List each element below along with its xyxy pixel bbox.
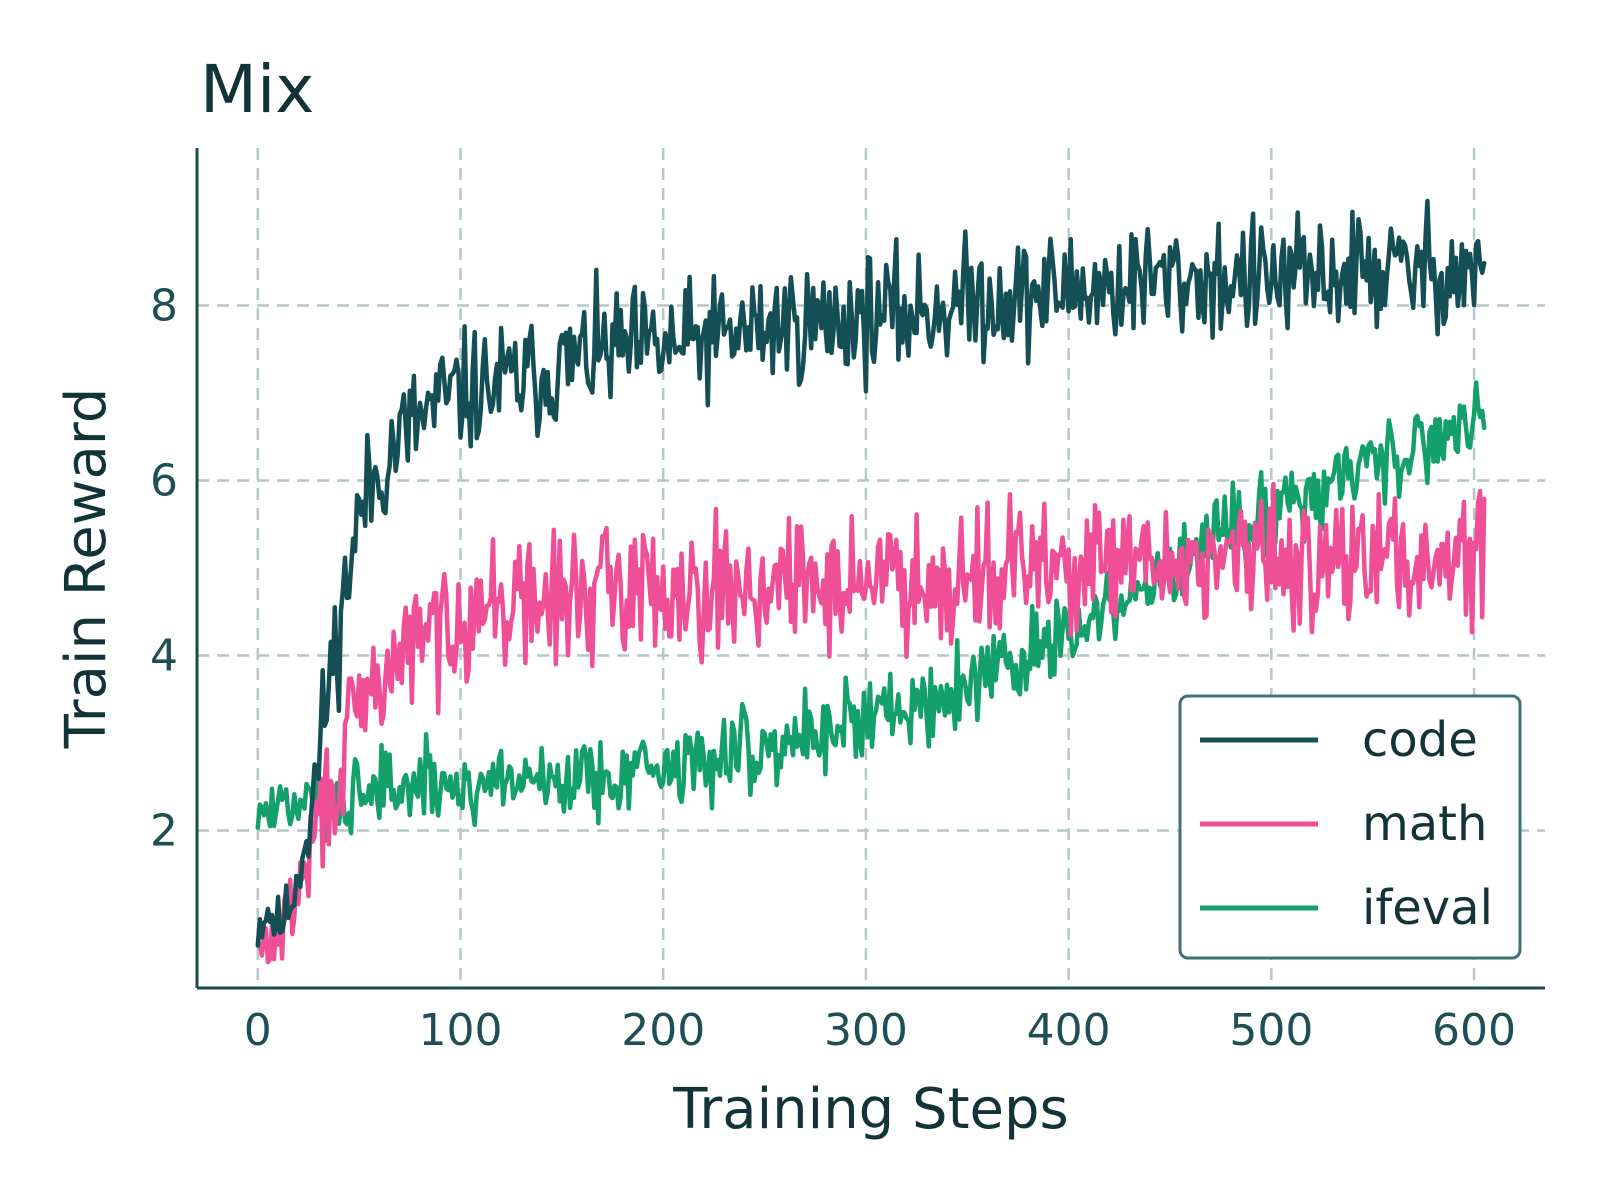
x-tick-label: 600: [1432, 1005, 1516, 1056]
series-line-math: [255, 482, 1487, 965]
chart-title: Mix: [200, 51, 314, 128]
y-tick-label: 2: [150, 806, 178, 857]
y-axis-label: Train Reward: [54, 388, 119, 750]
x-tick-label: 400: [1027, 1005, 1111, 1056]
x-tick-labels: 0 100 200 300 400 500 600: [244, 1005, 1516, 1056]
x-tick-label: 0: [244, 1005, 272, 1056]
legend-label-ifeval: ifeval: [1362, 880, 1493, 936]
series-line-code: [255, 198, 1487, 948]
y-tick-label: 8: [150, 281, 178, 332]
y-tick-labels: 2 4 6 8: [150, 281, 178, 857]
y-tick-label: 6: [150, 456, 178, 507]
series-lines: [255, 198, 1487, 965]
x-tick-label: 200: [621, 1005, 705, 1056]
y-tick-label: 4: [150, 631, 178, 682]
x-tick-label: 300: [824, 1005, 908, 1056]
legend-label-math: math: [1362, 796, 1487, 852]
legend-label-code: code: [1362, 712, 1478, 768]
x-axis-label: Training Steps: [672, 1077, 1068, 1142]
legend-frame: [1178, 694, 1522, 960]
series-line-ifeval: [255, 380, 1487, 844]
legend: code math ifeval: [1178, 694, 1522, 960]
x-tick-label: 100: [419, 1005, 503, 1056]
x-tick-label: 500: [1229, 1005, 1313, 1056]
